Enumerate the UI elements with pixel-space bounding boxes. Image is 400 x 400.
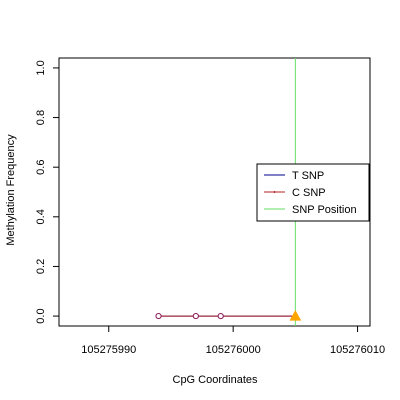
- legend-label: C SNP: [292, 187, 326, 199]
- x-axis: 105275990 105276000 105276010: [81, 326, 385, 356]
- cpg-point: [192, 312, 199, 320]
- legend-swatch-point: [273, 191, 276, 193]
- x-tick-label: 105276010: [330, 344, 385, 356]
- legend: T SNP C SNP SNP Position: [256, 163, 370, 222]
- y-tick-label: 0.4: [35, 209, 47, 224]
- y-tick-label: 0.0: [35, 308, 47, 323]
- plot-frame: [58, 57, 371, 327]
- cpg-point: [155, 312, 162, 320]
- y-axis: 0.0 0.2 0.4 0.6 0.8 1.0: [35, 60, 59, 324]
- x-tick-label: 105276000: [206, 344, 261, 356]
- x-axis-label: CpG Coordinates: [173, 374, 258, 386]
- x-tick-label: 105275990: [81, 344, 136, 356]
- cpg-point: [217, 312, 224, 320]
- y-tick-label: 0.6: [35, 160, 47, 175]
- legend-label: T SNP: [292, 170, 324, 182]
- y-tick-label: 0.2: [35, 259, 47, 274]
- plot-region: [58, 57, 371, 327]
- y-tick-label: 0.8: [35, 110, 47, 125]
- y-tick-label: 1.0: [35, 60, 47, 75]
- legend-label: SNP Position: [292, 204, 357, 216]
- y-axis-label: Methylation Frequency: [5, 134, 17, 246]
- snp-marker: [289, 310, 302, 321]
